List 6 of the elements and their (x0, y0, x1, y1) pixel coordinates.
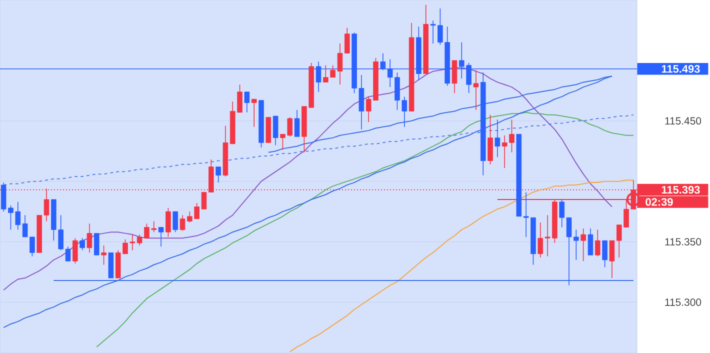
y-tick-label: 115.450 (665, 117, 702, 125)
ref-line-label: 115.393 (662, 186, 700, 194)
ref-line-label: 115.493 (662, 65, 700, 73)
text: 02:39 (646, 198, 673, 206)
y-tick-label: 115.300 (665, 298, 702, 306)
y-tick-label: 115.350 (665, 238, 702, 246)
